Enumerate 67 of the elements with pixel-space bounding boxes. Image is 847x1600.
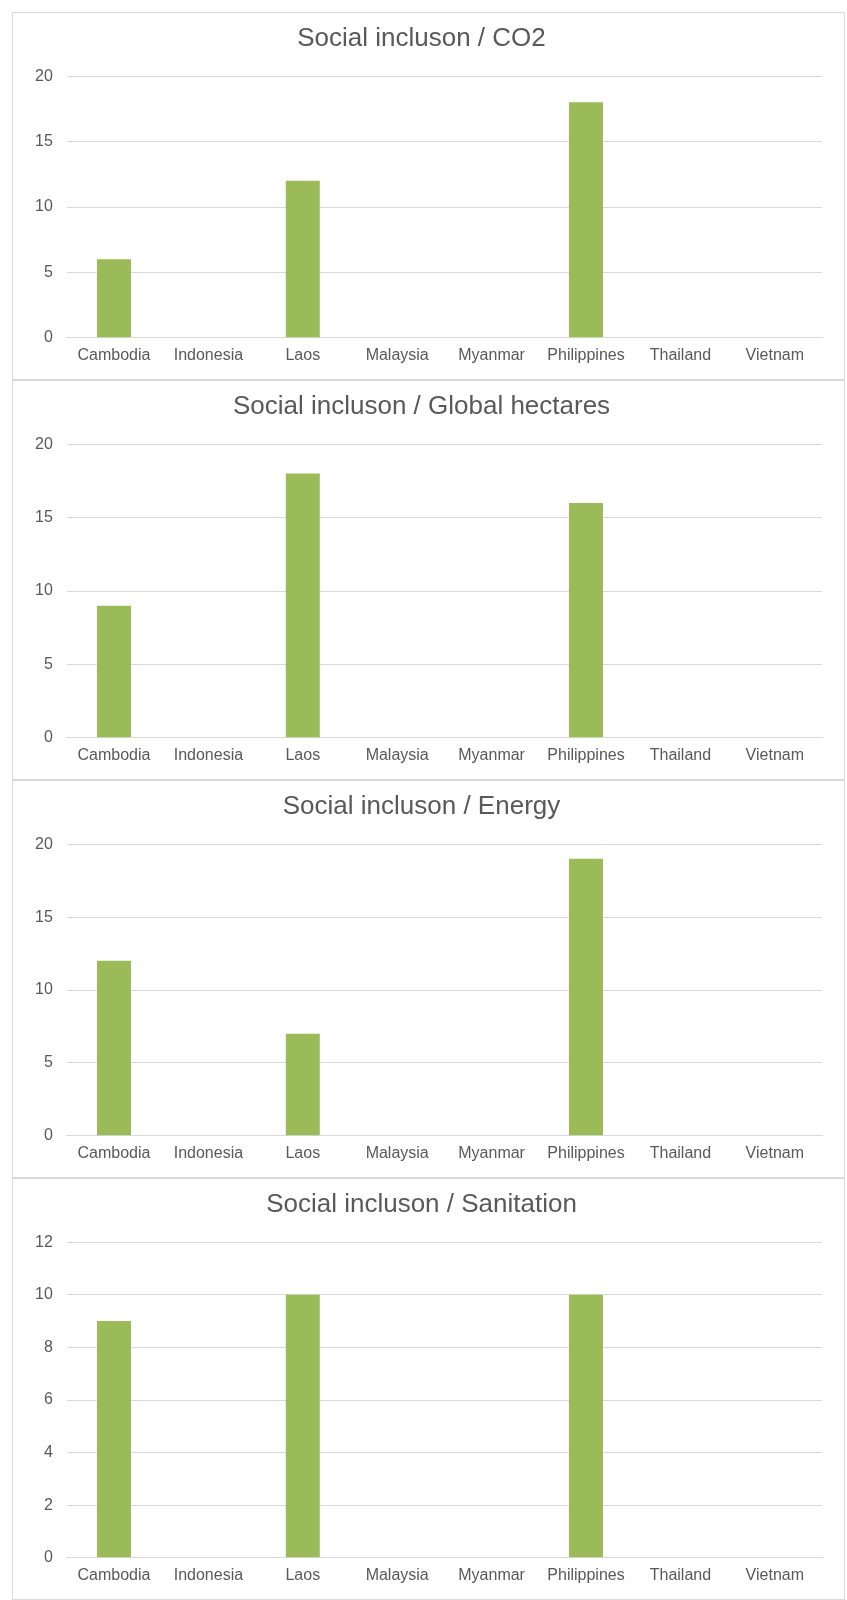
bar bbox=[569, 102, 603, 338]
x-tick-label: Philippines bbox=[547, 345, 625, 363]
y-tick-label: 0 bbox=[43, 728, 53, 746]
chart-title: Social incluson / CO2 bbox=[297, 21, 546, 52]
x-tick-label: Malaysia bbox=[365, 1565, 429, 1583]
x-tick-label: Philippines bbox=[547, 1565, 625, 1583]
x-tick-label: Laos bbox=[285, 345, 321, 363]
x-tick-label: Thailand bbox=[649, 745, 712, 763]
bar bbox=[285, 1033, 320, 1136]
x-tick-label: Myanmar bbox=[458, 345, 526, 363]
y-tick-label: 4 bbox=[43, 1443, 53, 1461]
x-tick-label: Vietnam bbox=[745, 1143, 804, 1161]
y-tick-label: 10 bbox=[35, 980, 53, 998]
x-tick-label: Vietnam bbox=[745, 345, 804, 363]
y-tick-label: 15 bbox=[35, 907, 53, 925]
chart-title: Social incluson / Sanitation bbox=[266, 1187, 577, 1218]
x-tick-label: Indonesia bbox=[173, 345, 244, 363]
chart-title: Social incluson / Energy bbox=[282, 789, 561, 820]
x-tick-label: Cambodia bbox=[77, 745, 151, 763]
x-tick-label: Indonesia bbox=[173, 745, 244, 763]
bar bbox=[97, 259, 131, 338]
x-tick-label: Myanmar bbox=[458, 1565, 526, 1583]
x-tick-label: Philippines bbox=[547, 1143, 625, 1161]
x-tick-label: Indonesia bbox=[173, 1143, 244, 1161]
y-tick-label: 20 bbox=[35, 434, 53, 452]
x-tick-label: Malaysia bbox=[365, 345, 429, 363]
y-tick-label: 2 bbox=[43, 1495, 53, 1513]
y-tick-label: 20 bbox=[35, 66, 53, 84]
bar bbox=[97, 605, 131, 738]
x-tick-label: Malaysia bbox=[365, 745, 429, 763]
x-tick-label: Indonesia bbox=[173, 1565, 244, 1583]
x-tick-label: Thailand bbox=[649, 1565, 712, 1583]
y-tick-label: 12 bbox=[35, 1232, 53, 1250]
y-tick-label: 0 bbox=[43, 328, 53, 346]
x-tick-label: Laos bbox=[285, 745, 321, 763]
y-tick-label: 20 bbox=[35, 834, 53, 852]
x-tick-label: Cambodia bbox=[77, 345, 151, 363]
x-tick-label: Cambodia bbox=[77, 1565, 151, 1583]
y-tick-label: 8 bbox=[43, 1337, 53, 1355]
bar bbox=[97, 960, 131, 1136]
x-tick-label: Myanmar bbox=[458, 1143, 526, 1161]
y-tick-label: 15 bbox=[35, 508, 53, 526]
x-tick-label: Thailand bbox=[649, 345, 712, 363]
x-tick-label: Cambodia bbox=[77, 1143, 151, 1161]
x-tick-label: Vietnam bbox=[745, 1565, 804, 1583]
y-tick-label: 10 bbox=[35, 197, 53, 215]
bar bbox=[569, 858, 603, 1136]
x-tick-label: Myanmar bbox=[458, 745, 526, 763]
y-tick-label: 5 bbox=[43, 262, 53, 280]
bar bbox=[569, 502, 603, 738]
y-tick-label: 10 bbox=[35, 581, 53, 599]
x-tick-label: Malaysia bbox=[365, 1143, 429, 1161]
bar bbox=[285, 473, 320, 738]
y-tick-label: 6 bbox=[43, 1390, 53, 1408]
y-tick-label: 0 bbox=[43, 1548, 53, 1566]
x-tick-label: Vietnam bbox=[745, 745, 804, 763]
y-tick-label: 5 bbox=[43, 654, 53, 672]
x-tick-label: Laos bbox=[285, 1565, 321, 1583]
chart-title: Social incluson / Global hectares bbox=[232, 389, 611, 420]
y-tick-label: 10 bbox=[35, 1285, 53, 1303]
bar bbox=[285, 180, 320, 338]
x-tick-label: Philippines bbox=[547, 745, 625, 763]
y-tick-label: 0 bbox=[43, 1126, 53, 1144]
y-tick-label: 15 bbox=[35, 132, 53, 150]
x-tick-label: Laos bbox=[285, 1143, 321, 1161]
y-tick-label: 5 bbox=[43, 1053, 53, 1071]
x-tick-label: Thailand bbox=[649, 1143, 712, 1161]
